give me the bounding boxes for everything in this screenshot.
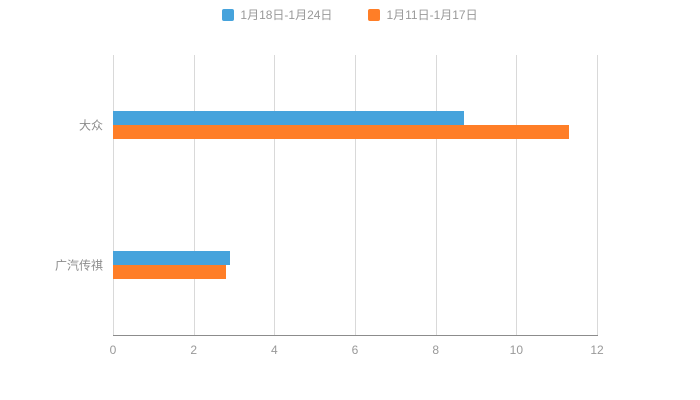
y-category-label: 广汽传祺 (54, 258, 103, 273)
legend-swatch-icon (368, 9, 381, 21)
legend-item[interactable]: 1月11日-1月17日 (368, 8, 478, 22)
x-tick-label: 8 (432, 343, 439, 357)
x-tick-label: 2 (190, 343, 197, 357)
bar-series-0-cat-0[interactable] (113, 111, 464, 125)
legend: 1月18日-1月24日 1月11日-1月17日 (0, 8, 700, 22)
x-tick-label: 0 (109, 343, 117, 357)
legend-label: 1月11日-1月17日 (386, 8, 478, 22)
gridline (516, 55, 518, 335)
bar-series-1-cat-0[interactable] (113, 125, 569, 139)
gridline (113, 55, 114, 335)
gridline (193, 55, 195, 335)
x-axis-line (113, 335, 598, 336)
gridline (435, 55, 437, 335)
legend-item[interactable]: 1月18日-1月24日 (222, 8, 332, 22)
y-category-label: 大众 (78, 118, 103, 133)
gridline (597, 55, 598, 335)
x-tick-label: 12 (590, 343, 604, 357)
bar-series-1-cat-1[interactable] (113, 265, 226, 279)
plot-area: 0 2 4 6 8 10 12 大众广汽传祺 (55, 55, 604, 357)
x-tick-label: 4 (270, 343, 278, 357)
legend-label: 1月18日-1月24日 (240, 8, 333, 22)
gridline (274, 55, 276, 335)
bar-series-0-cat-1[interactable] (113, 251, 230, 265)
legend-swatch-icon (222, 9, 235, 21)
x-tick-label: 6 (351, 343, 359, 357)
x-tick-label: 10 (509, 343, 524, 357)
gridline (355, 55, 356, 335)
